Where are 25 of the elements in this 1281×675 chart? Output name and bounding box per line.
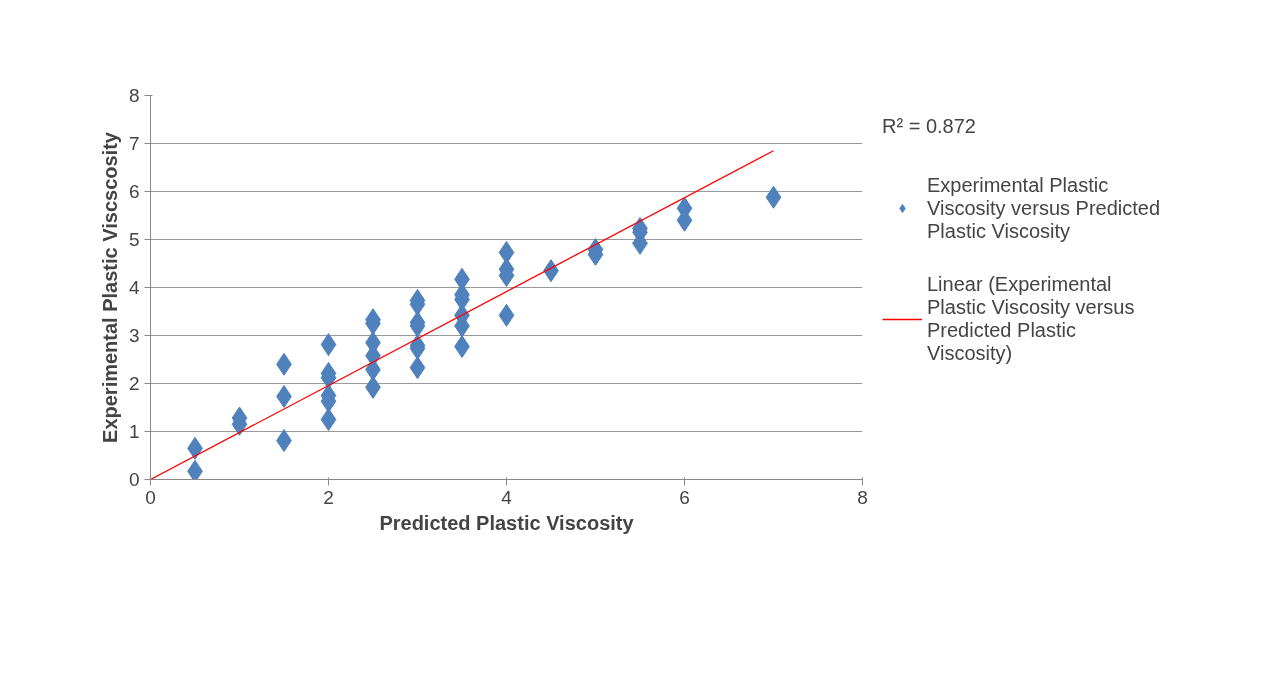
legend-label: Experimental Plastic Viscosity versus Predicted Plastic Viscosity — [927, 173, 1161, 243]
y-tick-label: 0 — [128, 469, 140, 490]
point — [320, 408, 337, 431]
y-tick-label: 7 — [128, 133, 140, 154]
x-axis-title: Predicted Plastic Viscosity — [379, 511, 635, 534]
text: R² = 0.872 — [882, 115, 977, 138]
point — [187, 459, 203, 480]
x-tick-label: 6 — [679, 486, 690, 508]
y-tick-label: 8 — [128, 85, 140, 106]
point — [498, 303, 515, 327]
x-tick-label: 0 — [145, 486, 156, 508]
y-tick-label: 2 — [128, 373, 140, 394]
y-tick-label: 5 — [128, 229, 140, 250]
point — [320, 333, 337, 357]
y-tick-label: 6 — [128, 181, 140, 202]
y-tick-label: 1 — [128, 421, 140, 442]
x-tick-label: 4 — [501, 486, 513, 508]
legend-label: Linear (Experimental Plastic Viscosity versus Predicted Plastic Viscosity) — [927, 273, 1135, 365]
y-tick-label: 3 — [128, 325, 140, 346]
point — [765, 185, 782, 209]
x-tick-label: 8 — [857, 486, 868, 508]
point — [409, 356, 426, 380]
y-tick-label: 4 — [128, 277, 140, 298]
x-tick-label: 2 — [323, 486, 334, 508]
y-axis-title: Experimental Plastic Viscscosity — [98, 131, 121, 443]
